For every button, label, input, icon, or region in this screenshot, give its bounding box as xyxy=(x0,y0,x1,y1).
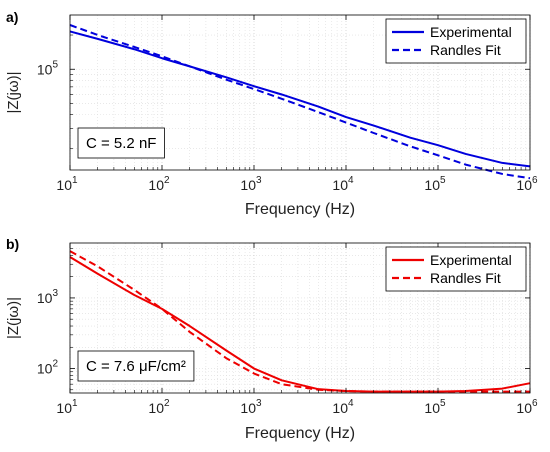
y-tick-label: 105 xyxy=(37,59,59,77)
legend-box xyxy=(385,246,527,292)
x-tick-label: 104 xyxy=(332,175,354,193)
legend-label: Randles Fit xyxy=(430,42,501,58)
x-tick-label: 105 xyxy=(424,398,446,416)
series-line-randles-fit xyxy=(69,24,531,180)
chart-b: b) 101 102 103 104 105 106 102 103 Frequency (Hz)… xyxy=(5,236,538,442)
chart-b-annotation: C = 7.6 μF/cm² xyxy=(77,350,195,382)
x-tick-label: 103 xyxy=(240,175,262,193)
x-tick-label: 102 xyxy=(148,398,170,416)
chart-a: a) 101 102 103 104 105 106 105 Frequency (Hz) |Z(… xyxy=(5,9,538,218)
legend-box xyxy=(385,18,527,64)
legend-label: Randles Fit xyxy=(430,270,501,286)
x-tick-label: 105 xyxy=(424,175,446,193)
annotation-box xyxy=(77,350,195,382)
chart-b-legend: Experimental Randles Fit xyxy=(385,246,527,292)
series-line-randles-fit xyxy=(69,250,530,393)
chart-b-axes-box xyxy=(69,242,531,394)
chart-a-axes-box xyxy=(69,14,531,171)
y-tick-label: 102 xyxy=(37,359,59,377)
chart-b-panel-label: b) xyxy=(6,236,19,252)
chart-a-panel-label: a) xyxy=(6,9,18,25)
x-tick-label: 102 xyxy=(148,175,170,193)
x-tick-label: 106 xyxy=(516,398,538,416)
chart-a-legend: Experimental Randles Fit xyxy=(385,18,527,64)
y-axis-label: |Z(jω)| xyxy=(5,297,22,339)
chart-a-annotation: C = 5.2 nF xyxy=(77,127,165,159)
y-axis-label: |Z(jω)| xyxy=(5,72,22,114)
annotation-text: C = 7.6 μF/cm² xyxy=(86,358,186,375)
x-axis-label: Frequency (Hz) xyxy=(245,425,355,442)
x-tick-label: 103 xyxy=(240,398,262,416)
series-line-experimental xyxy=(69,30,531,168)
x-tick-label: 101 xyxy=(56,398,78,416)
annotation-text: C = 5.2 nF xyxy=(86,135,156,152)
x-tick-label: 104 xyxy=(332,398,354,416)
annotation-box xyxy=(77,127,165,159)
x-tick-label: 106 xyxy=(516,175,538,193)
legend-label: Experimental xyxy=(430,24,512,40)
x-tick-label: 101 xyxy=(56,175,78,193)
x-axis-label: Frequency (Hz) xyxy=(245,201,355,218)
legend-label: Experimental xyxy=(430,252,512,268)
y-tick-label: 103 xyxy=(37,288,59,306)
